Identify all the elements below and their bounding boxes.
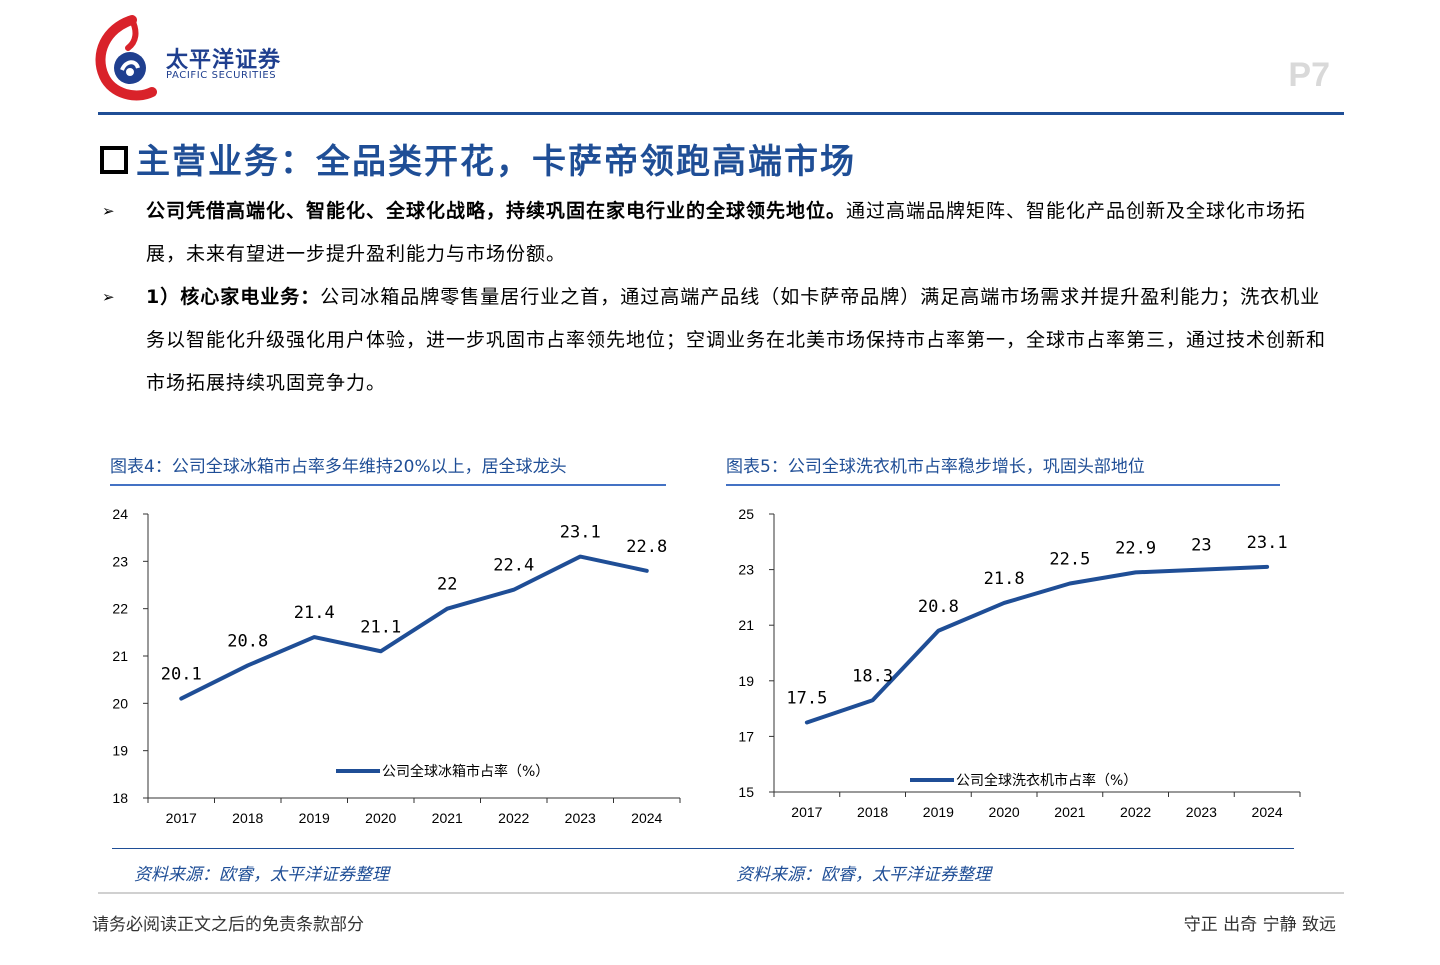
y-tick-label: 23 <box>112 553 128 569</box>
x-tick-label: 2023 <box>1186 804 1217 820</box>
y-tick-label: 23 <box>738 562 754 578</box>
bullet-paragraph-1: 公司凭借高端化、智能化、全球化战略，持续巩固在家电行业的全球领先地位。通过高端品… <box>146 190 1326 276</box>
y-tick-label: 15 <box>738 784 754 800</box>
data-label: 23 <box>1191 536 1211 556</box>
data-label: 23.1 <box>560 523 601 543</box>
data-label: 23.1 <box>1247 533 1288 553</box>
title-square-icon <box>100 145 128 174</box>
y-tick-label: 17 <box>738 728 754 744</box>
data-label: 22.4 <box>493 556 534 576</box>
data-label: 20.8 <box>227 631 268 651</box>
x-tick-label: 2024 <box>1252 804 1283 820</box>
bullet-arrow-icon: ➢ <box>102 288 115 306</box>
x-tick-label: 2018 <box>232 810 263 826</box>
y-tick-label: 22 <box>112 601 128 617</box>
header-divider <box>98 112 1344 115</box>
data-label: 20.8 <box>918 597 959 617</box>
series-line <box>179 554 649 701</box>
series-line <box>804 564 1270 725</box>
data-label: 21.1 <box>360 617 401 637</box>
legend-label: 公司全球冰箱市占率（%） <box>382 763 549 780</box>
bullet-paragraph-2: 1）核心家电业务：公司冰箱品牌零售量居行业之首，通过高端产品线（如卡萨帝品牌）满… <box>146 276 1326 405</box>
x-tick-label: 2020 <box>365 810 396 826</box>
y-tick-label: 20 <box>112 695 128 711</box>
chart-1-source: 资料来源：欧睿，太平洋证券整理 <box>134 865 389 885</box>
brand-name-cn: 太平洋证券 <box>166 48 282 73</box>
footer-divider <box>98 892 1344 894</box>
bullet-2-bold: 1）核心家电业务： <box>146 286 321 308</box>
x-tick-label: 2022 <box>1120 804 1151 820</box>
data-label: 22 <box>437 575 457 595</box>
data-label: 22.8 <box>626 537 667 557</box>
x-tick-label: 2022 <box>498 810 529 826</box>
chart-2-source: 资料来源：欧睿，太平洋证券整理 <box>736 865 991 885</box>
bullet-1-bold: 公司凭借高端化、智能化、全球化战略，持续巩固在家电行业的全球领先地位。 <box>146 200 847 222</box>
legend-label: 公司全球洗衣机市占率（%） <box>956 772 1137 789</box>
chart-2-washer-share: 15 17 19 21 23 25 2017 2018 2019 2020 2021 2022 2023… <box>738 506 1301 820</box>
data-label: 20.1 <box>161 665 202 685</box>
y-tick-label: 21 <box>112 648 128 664</box>
bullet-2-text: 公司冰箱品牌零售量居行业之首，通过高端产品线（如卡萨帝品牌）满足高端市场需求并提… <box>146 286 1327 394</box>
data-label: 22.9 <box>1115 538 1156 558</box>
section-title-row: 主营业务：全品类开花，卡萨帝领跑高端市场 <box>100 134 856 183</box>
chart-1-title: 图表4：公司全球冰箱市占率多年维持20%以上，居全球龙头 <box>110 457 567 477</box>
x-tick-label: 2017 <box>166 810 197 826</box>
data-label: 17.5 <box>786 689 827 709</box>
x-tick-label: 2021 <box>432 810 463 826</box>
bullet-arrow-icon: ➢ <box>102 202 115 220</box>
bullet-1-text: 通过高端品牌矩阵、智能化产品创新及全球化市场拓展，未来有望进一步提升盈利能力与市… <box>146 200 1307 265</box>
source-divider <box>112 848 1294 849</box>
x-tick-label: 2023 <box>565 810 596 826</box>
slogan: 守正 出奇 宁静 致远 <box>1183 915 1336 935</box>
y-tick-label: 18 <box>112 790 128 806</box>
x-tick-label: 2024 <box>631 810 662 826</box>
x-tick-label: 2019 <box>299 810 330 826</box>
x-tick-label: 2018 <box>857 804 888 820</box>
y-tick-label: 24 <box>112 506 128 522</box>
chart-1-title-rule <box>110 484 666 486</box>
page-number: P7 <box>1288 56 1330 94</box>
section-title: 主营业务：全品类开花，卡萨帝领跑高端市场 <box>136 142 856 182</box>
disclaimer-note: 请务必阅读正文之后的免责条款部分 <box>92 915 364 935</box>
x-tick-label: 2020 <box>989 804 1020 820</box>
chart-2-title-rule <box>726 484 1280 486</box>
pacific-logo-icon <box>95 15 157 101</box>
y-tick-label: 19 <box>738 673 754 689</box>
data-label: 21.4 <box>294 603 335 623</box>
y-tick-label: 21 <box>738 617 754 633</box>
x-tick-label: 2019 <box>923 804 954 820</box>
x-tick-label: 2017 <box>791 804 822 820</box>
data-label: 22.5 <box>1049 550 1090 570</box>
data-label: 18.3 <box>852 666 893 686</box>
y-tick-label: 19 <box>112 743 128 759</box>
brand-name-en: PACIFIC SECURITIES <box>166 70 277 81</box>
chart-2-title: 图表5：公司全球洗衣机市占率稳步增长，巩固头部地位 <box>726 457 1145 477</box>
company-logo: 太平洋证券 PACIFIC SECURITIES <box>92 14 292 102</box>
y-tick-label: 25 <box>738 506 754 522</box>
data-label: 21.8 <box>984 569 1025 589</box>
x-tick-label: 2021 <box>1054 804 1085 820</box>
